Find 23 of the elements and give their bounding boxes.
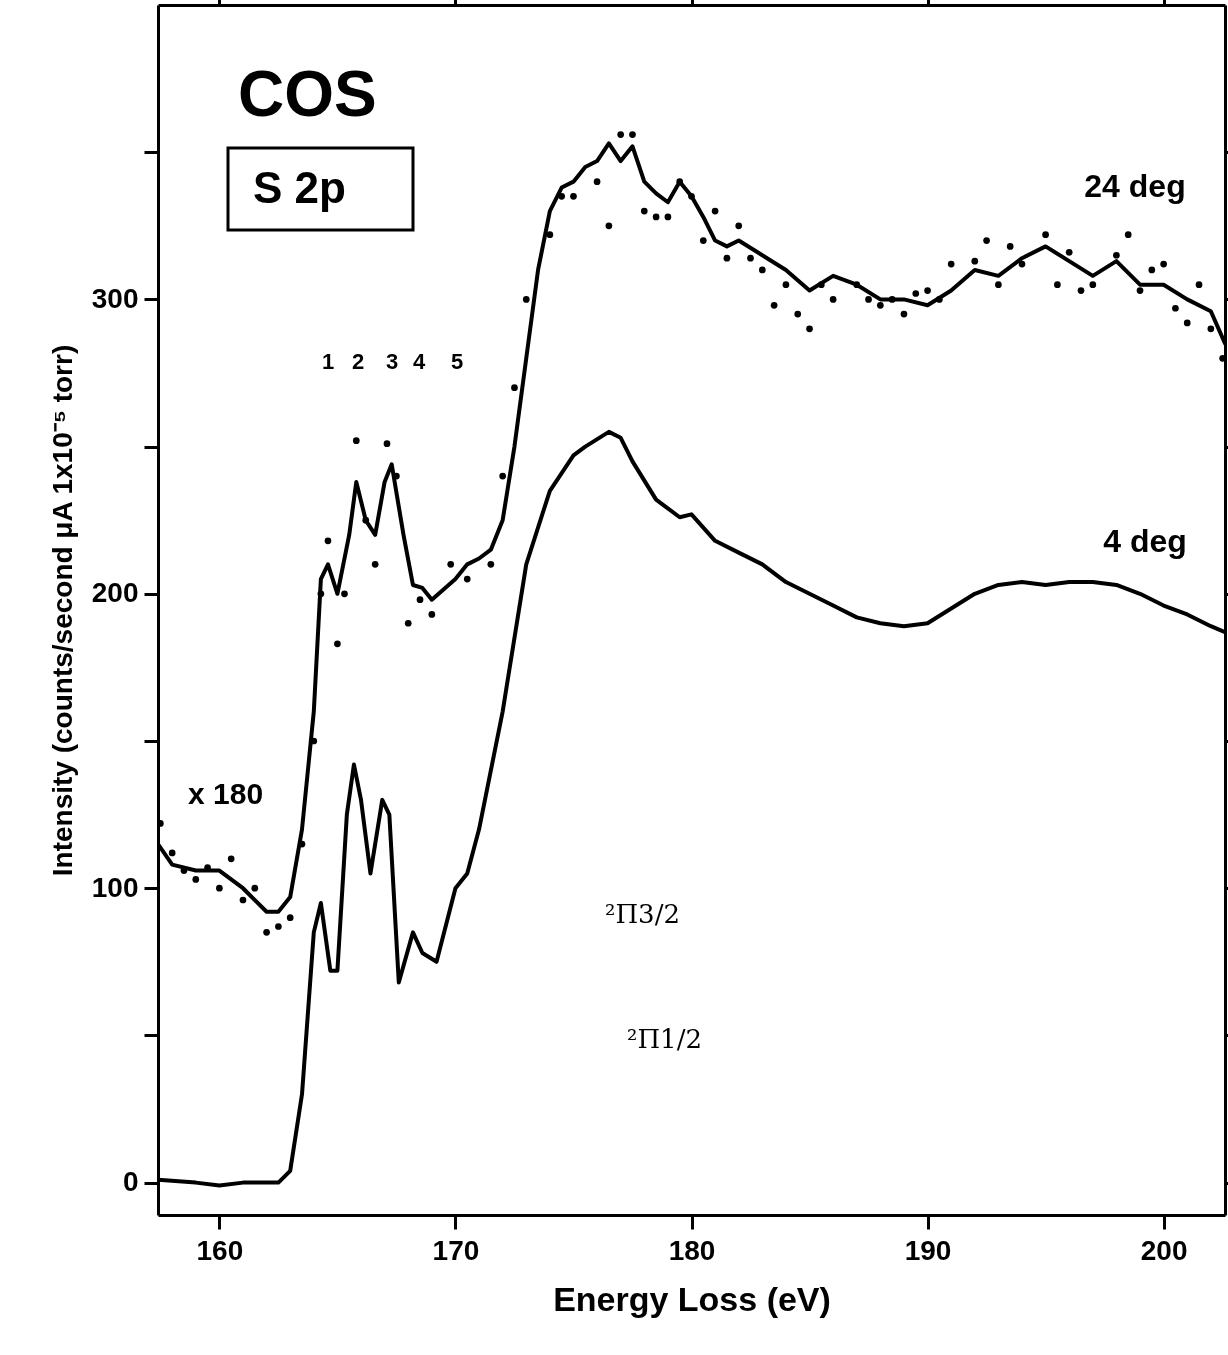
x-tick-label: 190	[904, 1234, 952, 1266]
annotation: 1	[321, 349, 335, 374]
annotation: 3	[385, 349, 399, 374]
x-tick-label: 170	[432, 1234, 480, 1266]
y-tick-label: 100	[91, 871, 139, 903]
x-tick-label: 180	[668, 1234, 716, 1266]
y-tick-label: 200	[91, 577, 139, 609]
x-tick-label: 200	[1140, 1234, 1188, 1266]
y-tick-label: 0	[122, 1166, 139, 1198]
x-tick-label: 160	[196, 1234, 244, 1266]
y-axis-title: Intensity (counts/second μA 1x10⁻⁵ torr)	[46, 344, 78, 877]
annotation: 4	[412, 349, 426, 374]
annotation: 24 deg	[1084, 168, 1186, 204]
annotation: 2	[351, 349, 365, 374]
x-axis-title: Energy Loss (eV)	[553, 1279, 831, 1318]
annotation: ²Π1/2	[627, 1024, 702, 1054]
annotation: ²Π3/2	[605, 899, 680, 929]
annotation: 4 deg	[1103, 523, 1187, 559]
annotation: x 180	[188, 777, 264, 810]
annotation: COS	[238, 58, 377, 130]
annotation: S 2p	[253, 163, 346, 212]
y-tick-label: 300	[91, 282, 139, 314]
annotation: 5	[450, 349, 464, 374]
